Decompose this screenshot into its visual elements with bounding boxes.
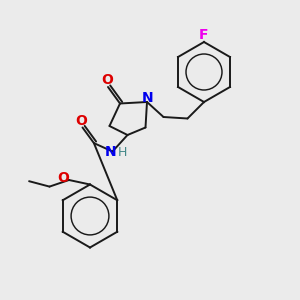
Text: O: O [101,74,113,87]
Text: O: O [75,114,87,128]
Text: O: O [58,172,70,185]
Text: F: F [199,28,209,42]
Text: N: N [105,146,117,159]
Text: H: H [117,146,127,159]
Text: N: N [142,91,154,105]
